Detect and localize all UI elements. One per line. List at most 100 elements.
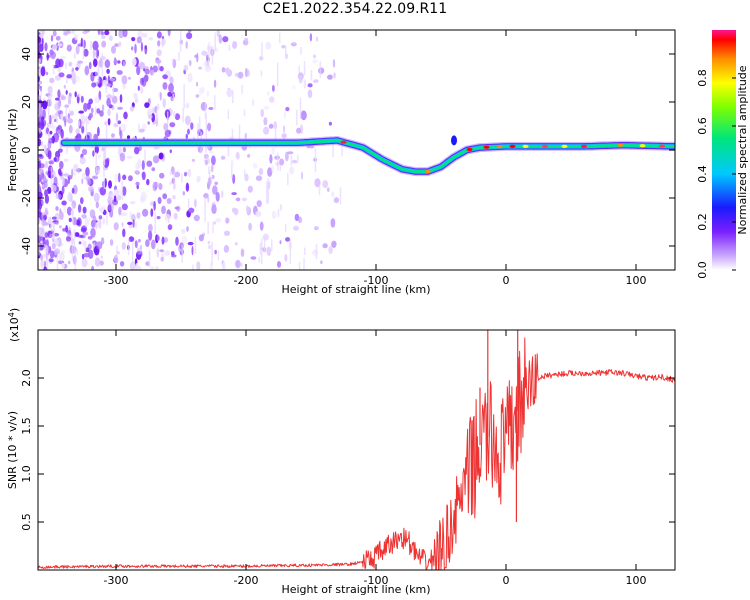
spectrogram-speckle xyxy=(199,87,202,96)
spectrogram-speckle xyxy=(300,171,304,180)
spectrogram-speckle xyxy=(138,128,145,133)
spectrogram-speckle xyxy=(141,171,146,181)
spectrogram-speckle xyxy=(61,185,65,195)
spectrogram-speckle xyxy=(102,79,107,87)
spectrogram-streak xyxy=(50,167,53,189)
spectrogram-speckle xyxy=(63,158,69,162)
spectrogram-speckle xyxy=(169,149,172,154)
spectrogram-speckle xyxy=(136,184,139,190)
spectrogram-streak xyxy=(261,238,263,265)
spectrogram-speckle xyxy=(38,38,41,47)
spectrogram-speckle xyxy=(187,30,192,33)
spectrogram-streak xyxy=(274,122,277,148)
y-tick-label: -40 xyxy=(20,237,33,255)
spectrogram-speckle xyxy=(144,45,148,55)
spectrogram-speckle xyxy=(198,234,204,242)
spectrogram-speckle xyxy=(152,65,158,73)
x-tick-label: 0 xyxy=(503,574,510,587)
spectrogram-speckle xyxy=(147,114,153,120)
spectrogram-speckle xyxy=(185,182,190,192)
spectrogram-speckle xyxy=(159,172,165,179)
spectrogram-speckle xyxy=(307,83,313,88)
spectrogram-speckle xyxy=(226,88,233,98)
spectrogram-streak xyxy=(194,236,197,254)
y-tick-label: 40 xyxy=(20,47,33,61)
spectrogram-speckle xyxy=(169,122,176,128)
spectrogram-speckle xyxy=(120,123,127,133)
snr-x-ticks: -300 -200 -100 0 100 xyxy=(104,330,647,587)
spectrogram-speckle xyxy=(48,160,54,165)
spectrogram-speckle xyxy=(151,113,156,123)
spectrogram-speckle xyxy=(56,186,60,192)
spectrogram-streak xyxy=(106,213,108,225)
spectrogram-speckle xyxy=(207,176,212,186)
spectrogram-speckle xyxy=(256,200,262,208)
spectrogram-speckle xyxy=(106,97,111,107)
spectrogram-streak xyxy=(271,239,273,251)
spectrogram-speckle xyxy=(93,58,98,67)
spectrogram-hotspot xyxy=(542,144,548,148)
spectrogram-speckle xyxy=(247,185,253,193)
spectrogram-speckle xyxy=(216,30,220,38)
spectrogram-speckle xyxy=(185,41,188,49)
spectrogram-speckle xyxy=(88,98,93,105)
spectrogram-speckle xyxy=(113,195,117,203)
spectrogram-speckle xyxy=(187,168,192,178)
spectrogram-speckle xyxy=(85,167,90,177)
spectrogram-speckle xyxy=(160,256,164,262)
spectrogram-speckle xyxy=(95,201,100,209)
spectrogram-speckle xyxy=(188,59,192,67)
spectrogram-speckle xyxy=(105,83,112,87)
spectrogram-streak xyxy=(112,86,114,98)
spectrogram-speckle xyxy=(38,95,42,101)
spectrogram-speckle xyxy=(44,207,48,216)
spectrogram-speckle xyxy=(131,57,137,66)
spectrogram-speckle xyxy=(281,45,286,49)
spectrogram-streak xyxy=(154,213,156,234)
spectrogram-speckle xyxy=(55,239,60,247)
spectrogram-streak xyxy=(101,53,104,76)
spectrogram-speckle xyxy=(309,33,313,42)
spectrogram-speckle xyxy=(60,95,66,101)
spectrogram-streak xyxy=(84,241,87,253)
x-tick-label: 100 xyxy=(626,574,647,587)
spectrogram-speckle xyxy=(244,132,248,140)
spectrogram-speckle xyxy=(252,162,258,169)
spectrogram-speckle xyxy=(63,173,70,177)
spectrogram-speckle xyxy=(81,148,88,156)
spectrogram-speckle xyxy=(122,174,127,181)
spectrogram-speckle xyxy=(287,151,294,155)
spectrogram-speckle xyxy=(83,102,88,112)
spectrogram-streak xyxy=(173,172,175,190)
spectrogram-speckle xyxy=(96,166,101,175)
spectrogram-speckle xyxy=(108,200,111,205)
x-tick-label: -200 xyxy=(234,574,259,587)
spectrogram-speckle xyxy=(113,222,119,231)
spectrogram-speckle xyxy=(140,41,143,52)
spectrogram-speckle xyxy=(117,120,122,125)
spectrogram-speckle xyxy=(86,217,91,224)
spectrogram-speckle xyxy=(53,157,57,162)
spectrogram-speckle xyxy=(43,214,48,221)
spectrogram-speckle xyxy=(81,178,84,185)
spectrogram-speckle xyxy=(78,110,84,114)
spectrogram-streak xyxy=(205,113,207,139)
spectrogram-speckle xyxy=(207,244,212,250)
spectrogram-speckle xyxy=(250,256,257,260)
spectrogram-hotspot xyxy=(581,144,587,148)
spectrogram-speckle xyxy=(244,67,248,78)
spectrogram-speckle xyxy=(92,175,98,180)
spectrogram-speckle xyxy=(51,242,56,250)
spectrogram-speckle xyxy=(127,76,132,80)
spectrogram-speckle xyxy=(134,221,137,230)
colorbar-tick-label: 0.0 xyxy=(696,261,709,279)
spectrogram-speckle xyxy=(52,30,57,37)
spectrogram-speckle xyxy=(259,221,264,231)
spectrogram-speckle xyxy=(84,65,90,76)
spectrogram-speckle xyxy=(80,113,83,121)
spectrogram-streak xyxy=(217,250,220,261)
spectrogram-speckle xyxy=(180,228,186,234)
spectrogram-speckle xyxy=(154,182,160,187)
spectrogram-hotspot xyxy=(340,140,347,144)
spectrogram-speckle xyxy=(38,127,42,134)
